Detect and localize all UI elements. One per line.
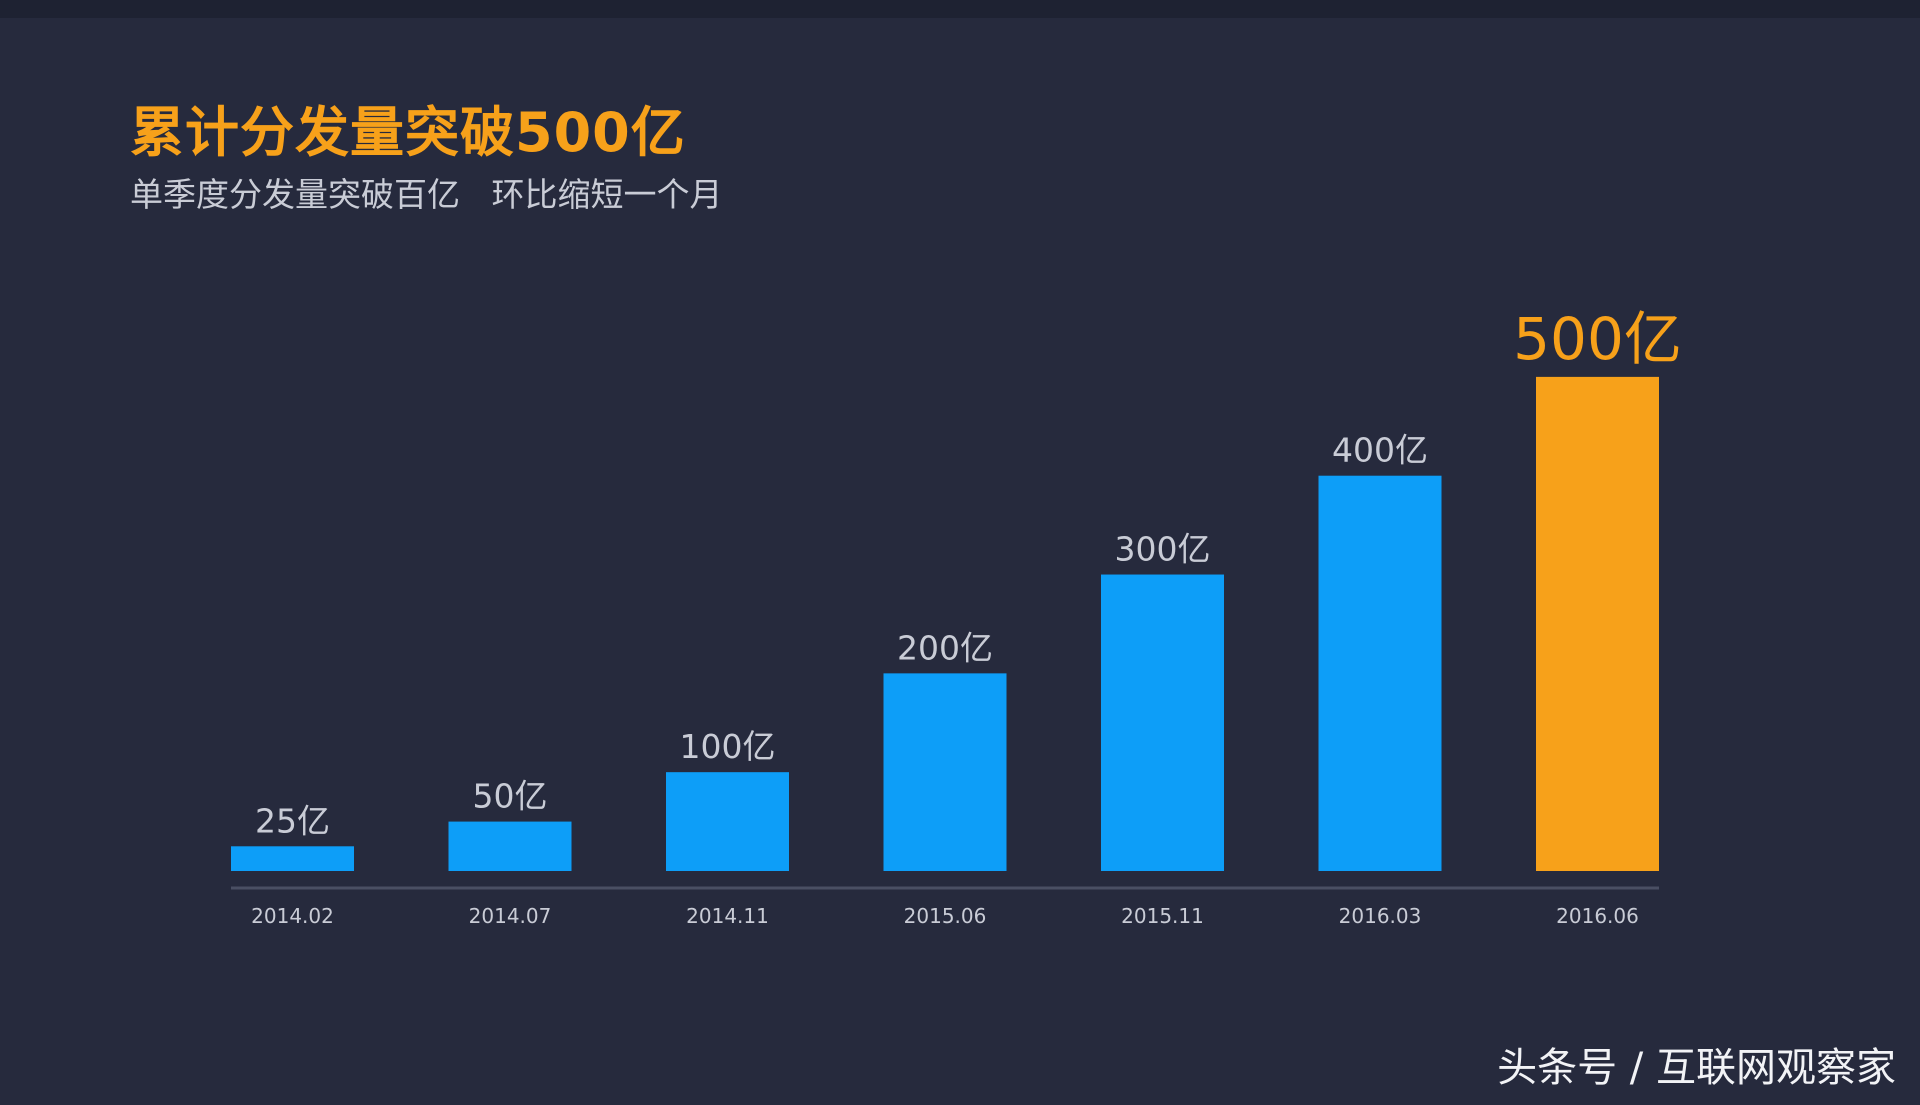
bar-2015.06 [883,673,1007,871]
x-tick-2015.11: 2015.11 [1121,904,1204,928]
x-tick-2014.07: 2014.07 [469,904,552,928]
watermark: 头条号 / 互联网观察家 [1497,1045,1896,1091]
top-strip [0,0,1920,18]
x-tick-2015.06: 2015.06 [904,904,987,928]
data-label-2014.11: 100亿 [680,727,776,766]
data-label-2014.07: 50亿 [473,777,548,816]
x-tick-2016.03: 2016.03 [1339,904,1422,928]
page-subtitle: 单季度分发量突破百亿 环比缩短一个月 [130,175,723,214]
data-label-2014.02: 25亿 [255,801,330,840]
bar-2015.11 [1101,574,1224,871]
page-title: 累计分发量突破500亿 [130,101,686,164]
data-label-2016.03: 400亿 [1332,431,1428,470]
bar-2014.07 [448,821,572,871]
x-tick-2014.02: 2014.02 [251,904,334,928]
data-label-2016.06: 500亿 [1513,305,1682,373]
x-tick-2016.06: 2016.06 [1556,904,1639,928]
bar-2014.11 [666,772,789,871]
bar-2014.02 [231,846,354,871]
bar-2016.06 [1536,376,1659,871]
x-tick-2014.11: 2014.11 [686,904,769,928]
data-label-2015.06: 200亿 [897,628,993,667]
data-label-2015.11: 300亿 [1115,530,1211,569]
bar-2016.03 [1318,475,1442,871]
